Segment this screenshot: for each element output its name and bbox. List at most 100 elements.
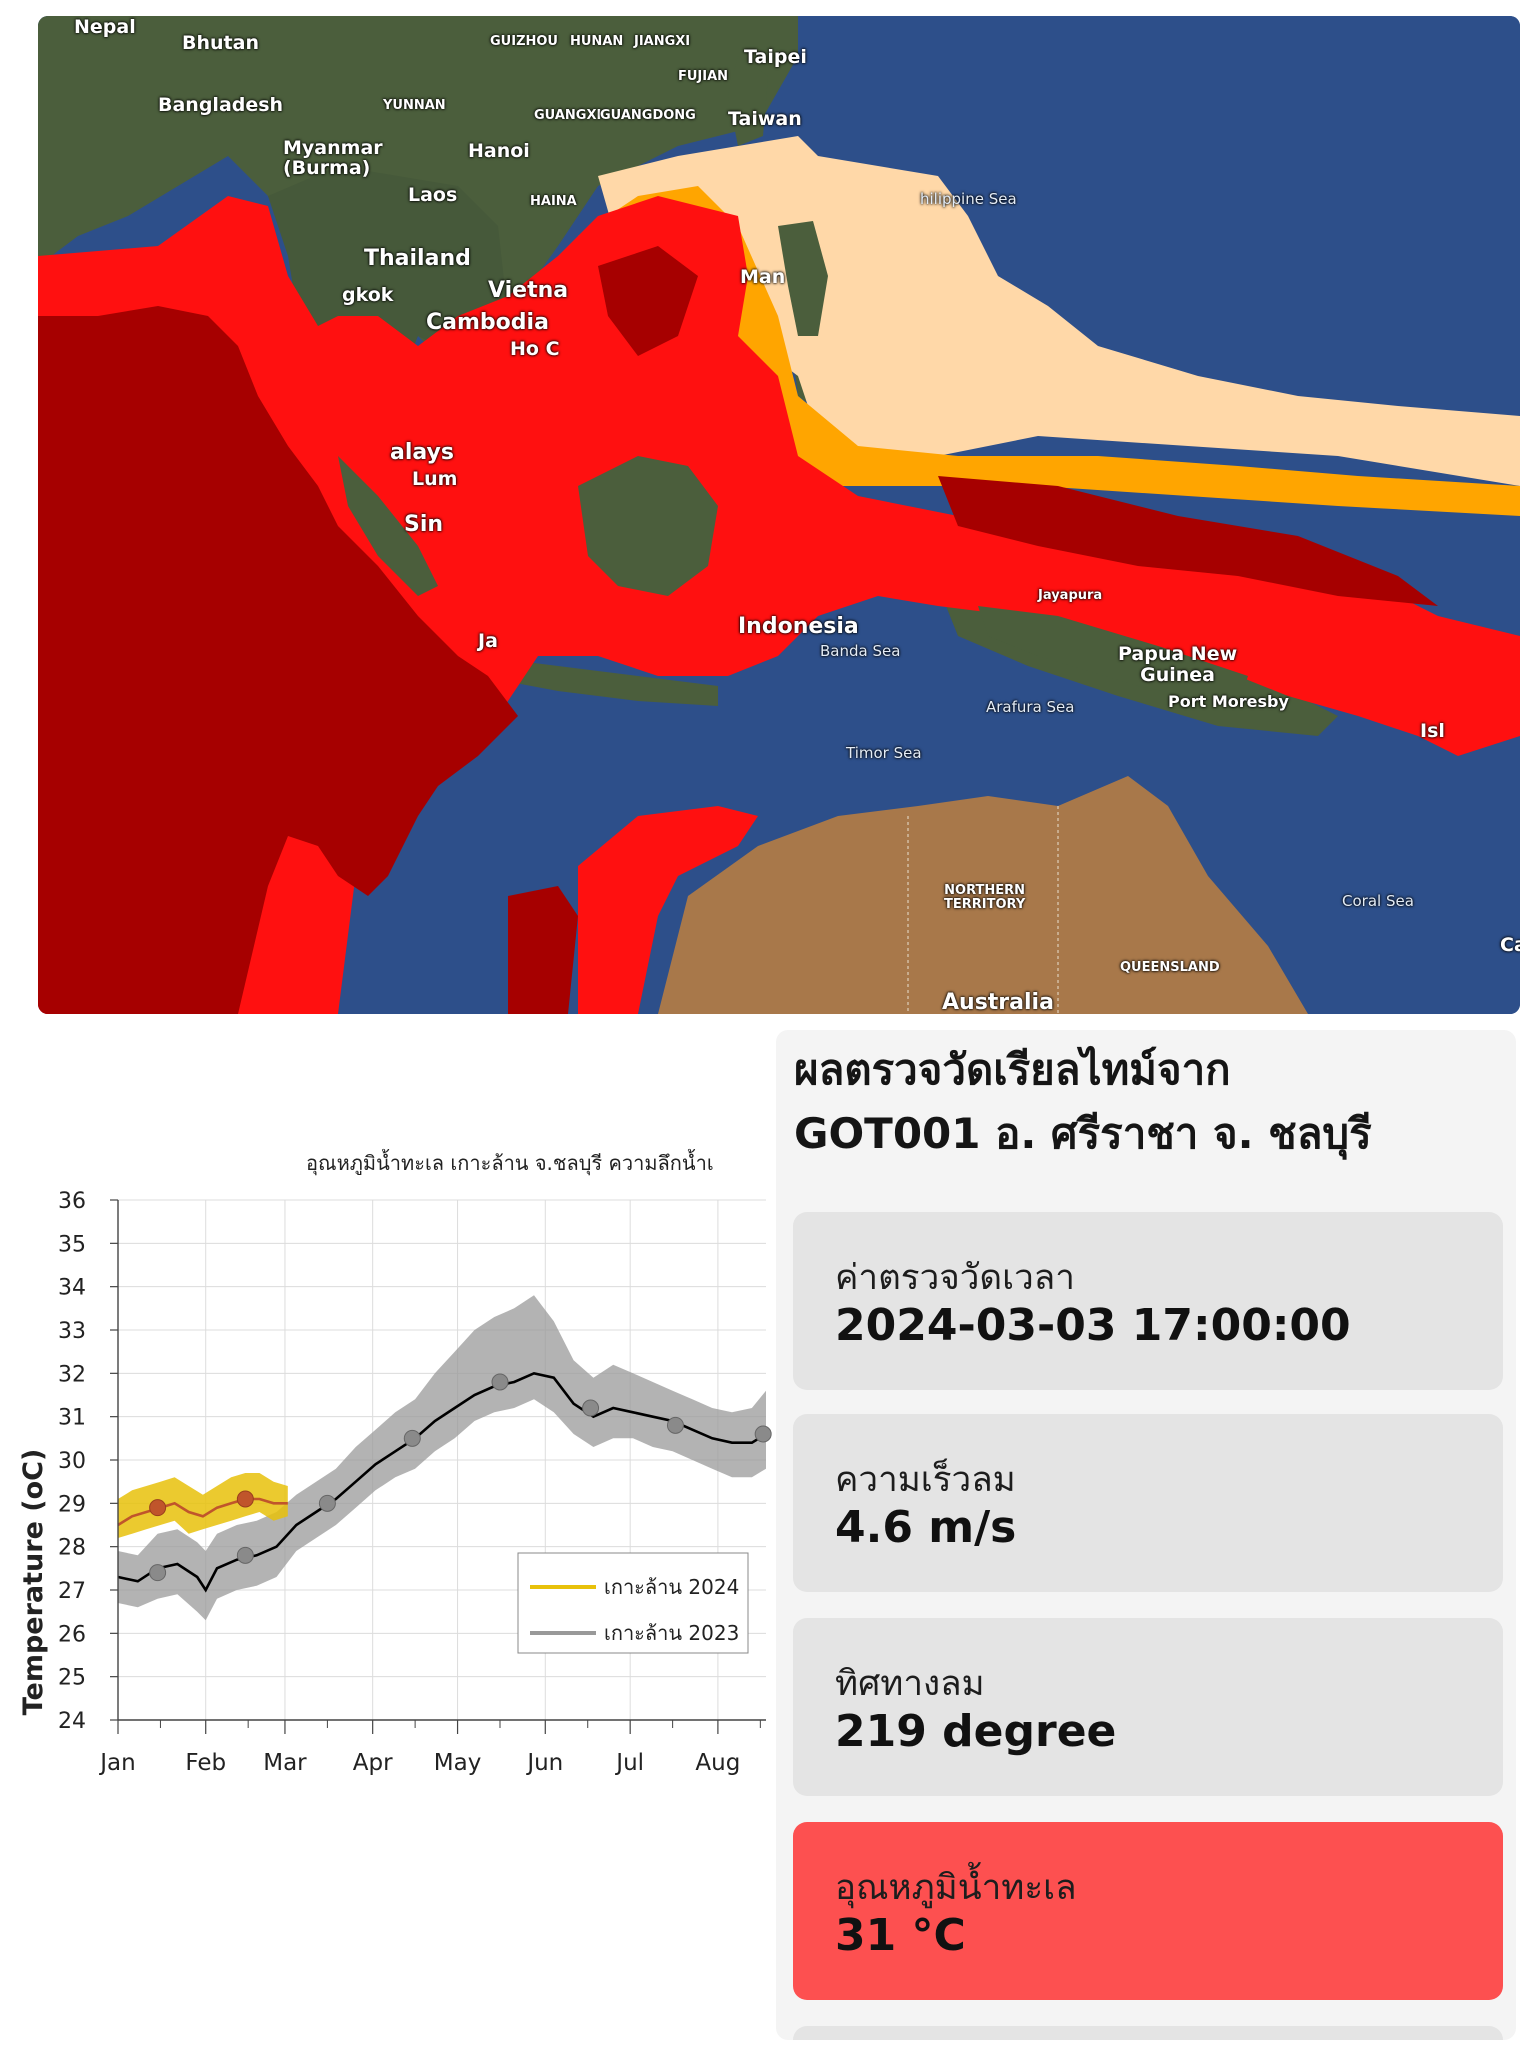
series-marker-2024	[149, 1499, 167, 1517]
map-graphic	[38, 16, 1520, 1014]
map-label-yunnan: YUNNAN	[383, 98, 446, 113]
sea-temperature-card: อุณหภูมิน้ำทะเล 31 °C	[793, 1822, 1503, 2000]
series-marker-2023	[318, 1494, 336, 1512]
sumatra-top	[338, 456, 438, 596]
month-tick-label: Feb	[185, 1750, 226, 1776]
chart-title: อุณหภูมิน้ำทะเล เกาะล้าน จ.ชลบุรี ความลึ…	[306, 1149, 714, 1176]
month-tick-label: May	[434, 1750, 482, 1776]
map-label-hochiminh: Ho C	[510, 338, 560, 360]
map-label-jiangxi: JIANGXI	[634, 34, 691, 49]
y-tick-label: 33	[58, 1319, 86, 1344]
series-marker-2023	[403, 1429, 421, 1447]
map-label-port-moresby: Port Moresby	[1168, 692, 1289, 711]
sea-temperature-map[interactable]: Nepal Bhutan Bangladesh Myanmar (Burma) …	[38, 16, 1520, 1014]
wind-speed-value: 4.6 m/s	[835, 1502, 1017, 1553]
map-label-indonesia: Indonesia	[738, 614, 859, 639]
month-tick-label: Jul	[614, 1750, 644, 1776]
series-marker-2024	[236, 1490, 254, 1508]
series-marker-2023	[149, 1564, 167, 1582]
map-label-bhutan: Bhutan	[182, 32, 259, 54]
series-marker-2023	[582, 1399, 600, 1417]
map-label-hainan: HAINA	[530, 194, 577, 209]
heat-alert-2-area	[38, 306, 518, 1014]
series-marker-2023	[754, 1425, 772, 1443]
sea-temperature-label: อุณหภูมิน้ำทะเล	[835, 1868, 1077, 1908]
map-label-cambodia: Cambodia	[426, 310, 549, 335]
map-label-arafura-sea: Arafura Sea	[986, 698, 1075, 716]
philippines-top	[778, 221, 828, 336]
measurement-time-label: ค่าตรวจวัดเวลา	[835, 1258, 1075, 1298]
wind-direction-label: ทิศทางลม	[835, 1664, 985, 1704]
map-label-banda-sea: Banda Sea	[820, 642, 901, 660]
month-tick-label: Jun	[525, 1750, 563, 1776]
heat-alert-1-south	[578, 806, 758, 1014]
map-label-thailand: Thailand	[364, 246, 471, 271]
next-card-edge	[793, 2026, 1503, 2040]
y-tick-label: 30	[58, 1449, 86, 1474]
map-label-nepal: Nepal	[74, 16, 136, 38]
taiwan-island	[728, 56, 768, 146]
month-tick-label: Jan	[98, 1750, 135, 1776]
y-tick-label: 36	[58, 1189, 86, 1214]
series-line-2024	[117, 1497, 288, 1527]
panel-title-line1: ผลตรวจวัดเรียลไทม์จาก	[794, 1045, 1231, 1094]
map-label-singapore: Sin	[404, 512, 444, 537]
map-label-laos: Laos	[408, 184, 458, 206]
heat-watch-area	[598, 136, 1520, 486]
wind-speed-card: ความเร็วลม 4.6 m/s	[793, 1414, 1503, 1592]
y-tick-label: 31	[58, 1406, 86, 1431]
map-label-australia: Australia	[942, 990, 1054, 1014]
y-tick-label: 32	[58, 1362, 86, 1387]
realtime-measurement-panel: ผลตรวจวัดเรียลไทม์จาก GOT001 อ. ศรีราชา …	[776, 1030, 1516, 2040]
heat-alert-1-area	[38, 196, 1520, 1014]
month-tick-label: Apr	[353, 1750, 393, 1776]
map-label-isl: Isl	[1420, 720, 1445, 742]
series-band-2023	[118, 1295, 766, 1621]
month-tick-label: Mar	[263, 1750, 307, 1776]
month-tick-label: Aug	[695, 1750, 740, 1776]
map-label-hunan: HUNAN	[570, 34, 624, 49]
wind-direction-card: ทิศทางลม 219 degree	[793, 1618, 1503, 1796]
measurement-time-card: ค่าตรวจวัดเวลา 2024-03-03 17:00:00	[793, 1212, 1503, 1390]
map-label-myanmar: Myanmar (Burma)	[283, 137, 383, 179]
java	[478, 656, 718, 706]
map-label-jakarta: Ja	[478, 630, 498, 652]
series-marker-2023	[236, 1546, 254, 1564]
map-label-queensland: QUEENSLAND	[1120, 960, 1220, 975]
map-label-ca: Ca	[1500, 934, 1520, 956]
map-label-bangladesh: Bangladesh	[158, 94, 284, 116]
series-marker-2023	[491, 1373, 509, 1391]
map-label-guizhou: GUIZHOU	[490, 34, 558, 49]
map-label-vietnam: Vietna	[488, 278, 569, 303]
y-tick-label: 29	[58, 1492, 86, 1517]
map-label-fujian: FUJIAN	[678, 69, 729, 84]
wind-direction-value: 219 degree	[835, 1706, 1117, 1757]
australia-land	[658, 776, 1308, 1014]
map-label-bangkok: gkok	[342, 284, 394, 306]
heat-alert-2-south	[508, 886, 578, 1014]
map-label-hanoi: Hanoi	[468, 140, 530, 162]
map-label-malaysia: alays	[390, 440, 454, 465]
panel-title-line2: GOT001 อ. ศรีราชา จ. ชลบุรี	[794, 1109, 1372, 1158]
map-label-papua: Papua New Guinea	[1118, 643, 1238, 686]
legend-label-2023: เกาะล้าน 2023	[604, 1621, 739, 1645]
sea-temperature-chart: 24 25 26 27 28 29 30 31 32 33 34 35 36 Jan Feb Mar Apr Ma…	[0, 1120, 775, 1820]
map-label-timor-sea: Timor Sea	[846, 744, 922, 762]
legend-label-2024: เกาะล้าน 2024	[604, 1575, 739, 1599]
heat-alert-2-east	[938, 476, 1438, 606]
heat-warning-area	[578, 186, 1520, 516]
map-label-philippine-sea: hilippine Sea	[920, 190, 1017, 208]
map-label-jayapura: Jayapura	[1038, 588, 1103, 603]
chart-legend: เกาะล้าน 2024 เกาะล้าน 2023	[517, 1552, 749, 1654]
y-tick-label: 24	[58, 1709, 86, 1734]
map-label-kuala-lumpur: Lum	[412, 468, 458, 490]
chart-ylabel: Temperature (oC)	[18, 1449, 49, 1716]
series-line-2023	[117, 1371, 767, 1593]
map-label-guangdong: GUANGDONG	[600, 108, 696, 123]
map-label-taipei: Taipei	[744, 46, 807, 68]
y-tick-label: 25	[58, 1666, 86, 1691]
sea-temperature-value: 31 °C	[835, 1910, 966, 1961]
map-label-taiwan: Taiwan	[728, 108, 802, 130]
y-tick-label: 35	[58, 1232, 86, 1257]
series-band-2024	[118, 1473, 288, 1538]
